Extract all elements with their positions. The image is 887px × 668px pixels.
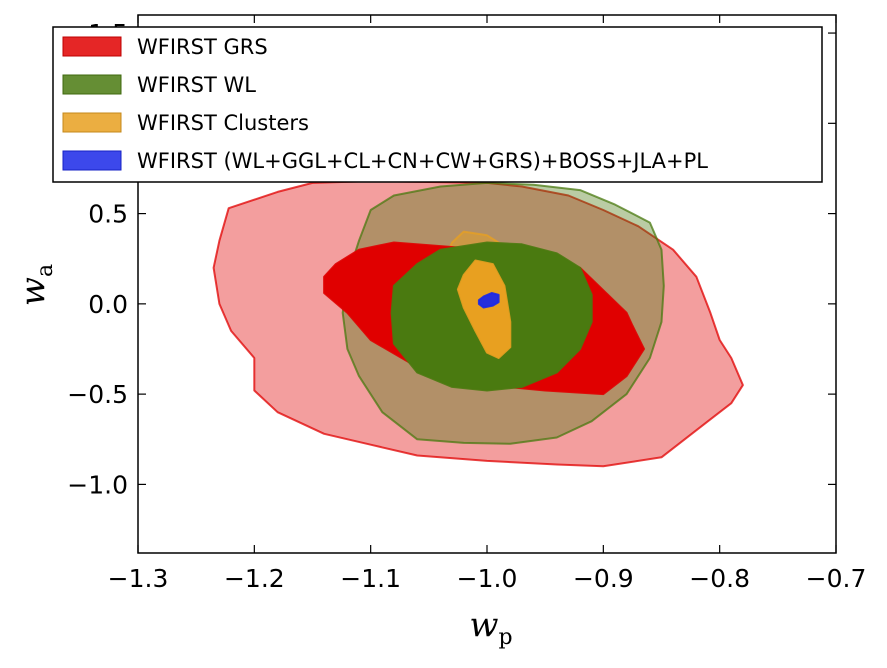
contour-inner-series-3 [477, 292, 500, 309]
contour-inner-series-2 [456, 259, 512, 359]
legend-swatch [62, 150, 122, 171]
x-tick-label: −0.7 [806, 564, 867, 593]
x-tick-label: −1.3 [108, 564, 169, 593]
x-tick-label: −1.2 [224, 564, 285, 593]
y-tick-label: −1.0 [67, 470, 128, 499]
legend-entry-label: WFIRST (WL+GGL+CL+CN+CW+GRS)+BOSS+JLA+PL [137, 149, 708, 173]
axes: −1.3 −1.2 −1.1 −1.0 −0.9 −0.8 −0.7 −1.0 −0.5 0.0 0… [67, 14, 867, 593]
x-tick-label: −0.8 [689, 564, 750, 593]
x-tick-label: −0.9 [573, 564, 634, 593]
x-axis-label: wp [469, 605, 512, 650]
x-tick-label: −1.0 [457, 564, 518, 593]
y-tick-label: −0.5 [67, 380, 128, 409]
y-axis-label-main: w [13, 277, 53, 306]
legend-swatch [62, 74, 122, 95]
legend-entry-label: WFIRST GRS [137, 35, 268, 59]
legend: WFIRST GRS WFIRST WL WFIRST Clusters WFIRST… [52, 26, 823, 183]
x-tick-label: −1.1 [340, 564, 401, 593]
x-axis-label-main: w [469, 605, 498, 645]
legend-box [52, 26, 823, 183]
legend-entry-label: WFIRST Clusters [137, 111, 309, 135]
legend-entry-label: WFIRST WL [137, 73, 256, 97]
y-axis-label: wa [13, 264, 58, 306]
legend-swatch [62, 36, 122, 57]
plot-area [212, 180, 744, 468]
legend-swatch [62, 112, 122, 133]
y-tick-label: 0.0 [88, 290, 128, 319]
y-tick-label: 0.5 [88, 200, 128, 229]
x-axis-label-subscript: p [499, 625, 513, 650]
y-axis-label-subscript: a [33, 264, 58, 277]
